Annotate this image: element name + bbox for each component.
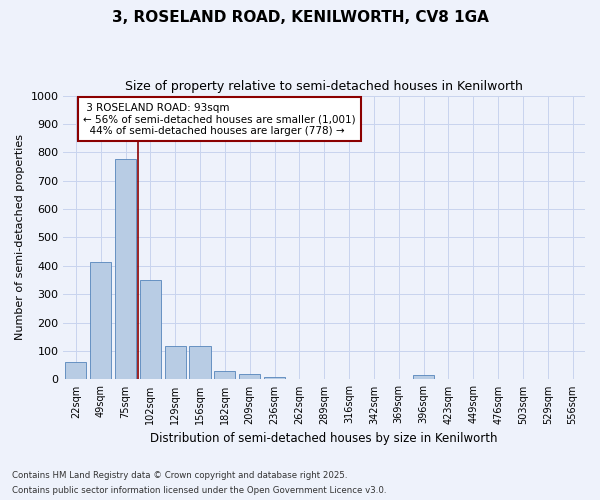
Text: 3, ROSELAND ROAD, KENILWORTH, CV8 1GA: 3, ROSELAND ROAD, KENILWORTH, CV8 1GA bbox=[112, 10, 488, 25]
Y-axis label: Number of semi-detached properties: Number of semi-detached properties bbox=[15, 134, 25, 340]
Bar bbox=[214, 371, 235, 380]
Bar bbox=[190, 346, 211, 380]
Bar bbox=[239, 374, 260, 380]
Bar bbox=[115, 160, 136, 380]
Bar bbox=[90, 262, 111, 380]
X-axis label: Distribution of semi-detached houses by size in Kenilworth: Distribution of semi-detached houses by … bbox=[151, 432, 498, 445]
Bar bbox=[164, 346, 186, 380]
Bar bbox=[413, 375, 434, 380]
Title: Size of property relative to semi-detached houses in Kenilworth: Size of property relative to semi-detach… bbox=[125, 80, 523, 93]
Text: Contains HM Land Registry data © Crown copyright and database right 2025.: Contains HM Land Registry data © Crown c… bbox=[12, 471, 347, 480]
Text: Contains public sector information licensed under the Open Government Licence v3: Contains public sector information licen… bbox=[12, 486, 386, 495]
Bar bbox=[264, 376, 285, 380]
Text: 3 ROSELAND ROAD: 93sqm
← 56% of semi-detached houses are smaller (1,001)
  44% o: 3 ROSELAND ROAD: 93sqm ← 56% of semi-det… bbox=[83, 102, 356, 136]
Bar bbox=[140, 280, 161, 380]
Bar bbox=[65, 362, 86, 380]
